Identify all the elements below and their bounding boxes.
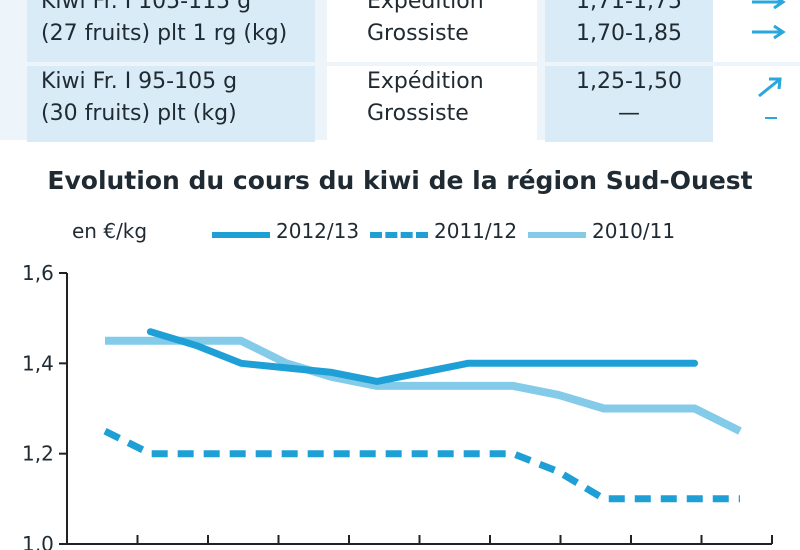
legend-label: 2011/12 xyxy=(434,219,518,243)
y-tick-label: 1,2 xyxy=(22,442,54,466)
price-cell: 1,25-1,50 — xyxy=(545,66,713,142)
table-row: Kiwi Fr. I 95-105 g (30 fruits) plt (kg)… xyxy=(27,66,800,142)
legend-swatch xyxy=(528,232,586,238)
market-cell: Expédition Grossiste xyxy=(327,0,537,62)
product-name: Kiwi Fr. I 95-105 g xyxy=(41,69,238,94)
arrow-right-icon xyxy=(752,0,786,10)
market-expedition: Expédition xyxy=(367,0,484,14)
price-grossiste: — xyxy=(618,101,640,126)
arrow-right-icon xyxy=(752,24,786,40)
price-expedition: 1,71-1,75 xyxy=(576,0,682,14)
product-name: Kiwi Fr. I 105-115 g xyxy=(41,0,252,14)
legend-label: 2012/13 xyxy=(276,219,360,243)
price-grossiste: 1,70-1,85 xyxy=(576,21,682,46)
y-tick-label: 1,0 xyxy=(22,532,54,550)
market-grossiste: Grossiste xyxy=(367,21,469,46)
legend-swatch xyxy=(212,232,270,238)
series-line-2010-11 xyxy=(105,336,742,435)
product-detail: (27 fruits) plt 1 rg (kg) xyxy=(41,21,288,46)
price-cell: 1,71-1,75 1,70-1,85 xyxy=(545,0,713,62)
product-detail: (30 fruits) plt (kg) xyxy=(41,101,237,126)
legend-swatch xyxy=(370,232,428,238)
market-expedition: Expédition xyxy=(367,69,484,94)
trend-cell xyxy=(713,0,800,62)
market-grossiste: Grossiste xyxy=(367,101,469,126)
table-row: Kiwi Fr. I 105-115 g (27 fruits) plt 1 r… xyxy=(27,0,800,62)
series-line-2011-12 xyxy=(103,427,740,503)
chart-title: Evolution du cours du kiwi de la région … xyxy=(47,166,753,195)
y-tick-label: 1,6 xyxy=(22,261,54,285)
market-cell: Expédition Grossiste xyxy=(327,66,537,142)
arrow-up-right-icon xyxy=(758,77,782,98)
series-line-2012-13 xyxy=(146,328,699,385)
price-expedition: 1,25-1,50 xyxy=(576,69,682,94)
y-axis-unit-label: en €/kg xyxy=(72,219,148,243)
product-cell: Kiwi Fr. I 95-105 g (30 fruits) plt (kg) xyxy=(27,66,315,142)
dash-icon xyxy=(765,117,777,119)
y-tick-label: 1,4 xyxy=(22,351,54,375)
price-table: Kiwi Fr. I 105-115 g (27 fruits) plt 1 r… xyxy=(0,0,800,142)
legend-label: 2010/11 xyxy=(592,219,676,243)
trend-cell xyxy=(713,66,800,142)
line-chart: 1,0 1,2 1,4 1,6 xyxy=(22,261,773,550)
product-cell: Kiwi Fr. I 105-115 g (27 fruits) plt 1 r… xyxy=(27,0,315,62)
